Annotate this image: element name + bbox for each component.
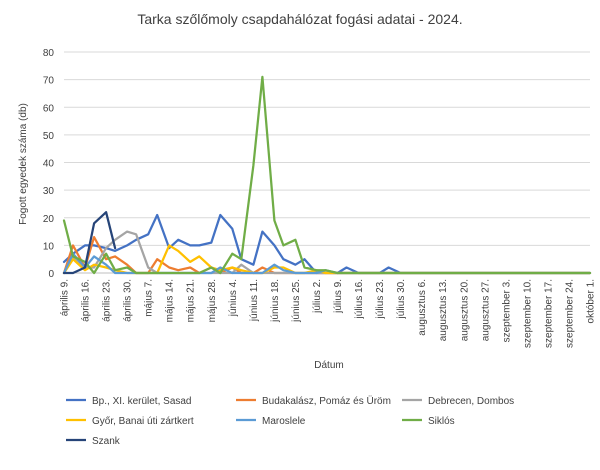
x-tick-label: szeptember 24.	[564, 279, 575, 348]
gridlines	[64, 51, 590, 246]
x-tick-label: augusztus 13.	[438, 279, 449, 341]
x-tick-label: július 23.	[375, 279, 386, 319]
x-tick-label: július 30.	[396, 279, 407, 319]
legend: Bp., XI. kerület, Sasad Budakalász, Pomáz…	[66, 395, 514, 447]
y-tick-label: 80	[43, 48, 55, 59]
x-tick-label: július 9.	[333, 279, 344, 314]
y-tick-label: 60	[43, 103, 55, 114]
legend-label: Debrecen, Dombos	[428, 396, 514, 407]
x-tick-label: október 1.	[586, 279, 597, 323]
y-tick-label: 50	[43, 131, 55, 142]
legend-label: Bp., XI. kerület, Sasad	[92, 396, 192, 407]
x-tick-label: április 9.	[60, 279, 71, 316]
y-tick-label: 10	[43, 241, 55, 252]
x-tick-label: június 4.	[228, 279, 239, 317]
y-axis-ticks: 0 10 20 30 40 50 60 70 80	[43, 48, 55, 280]
x-tick-label: szeptember 17.	[543, 279, 554, 348]
x-tick-label: május 28.	[207, 279, 218, 322]
x-tick-label: május 7.	[144, 279, 155, 317]
legend-label: Győr, Banai úti zártkert	[92, 416, 194, 427]
x-tick-label: július 16.	[354, 279, 365, 319]
x-tick-label: június 11.	[249, 279, 260, 322]
y-tick-label: 30	[43, 186, 55, 197]
x-tick-label: augusztus 27.	[480, 279, 491, 341]
x-tick-label: május 14.	[165, 279, 176, 322]
x-tick-label: május 21.	[186, 279, 197, 322]
y-tick-label: 20	[43, 214, 55, 225]
x-tick-label: április 23.	[102, 279, 113, 322]
x-tick-label: augusztus 6.	[417, 279, 428, 336]
x-tick-label: április 16.	[81, 279, 92, 322]
chart-title: Tarka szőlőmoly csapdahálózat fogási ada…	[137, 11, 462, 27]
legend-label: Budakalász, Pomáz és Üröm	[262, 395, 391, 407]
x-tick-label: szeptember 10.	[522, 279, 533, 348]
y-axis-title: Fogott egyedek száma (db)	[18, 103, 29, 225]
y-tick-label: 70	[43, 76, 55, 87]
x-axis-title: Dátum	[314, 360, 343, 371]
legend-label: Szank	[92, 436, 121, 447]
series-lines	[62, 75, 592, 275]
x-tick-label: április 30.	[123, 279, 134, 322]
series-line-7	[62, 211, 117, 275]
y-tick-label: 40	[43, 159, 55, 170]
y-tick-label: 0	[48, 269, 54, 280]
x-tick-label: június 18.	[270, 279, 281, 323]
x-axis-ticks: április 9. április 16. április 23. április …	[60, 279, 597, 348]
x-tick-label: június 25.	[291, 279, 302, 323]
legend-label: Siklós	[428, 416, 455, 427]
x-tick-label: augusztus 20.	[459, 279, 470, 341]
series-line-6	[62, 75, 592, 275]
x-tick-label: szeptember 3.	[501, 279, 512, 342]
x-tick-label: július 2.	[312, 279, 323, 314]
legend-label: Maroslele	[262, 416, 306, 427]
